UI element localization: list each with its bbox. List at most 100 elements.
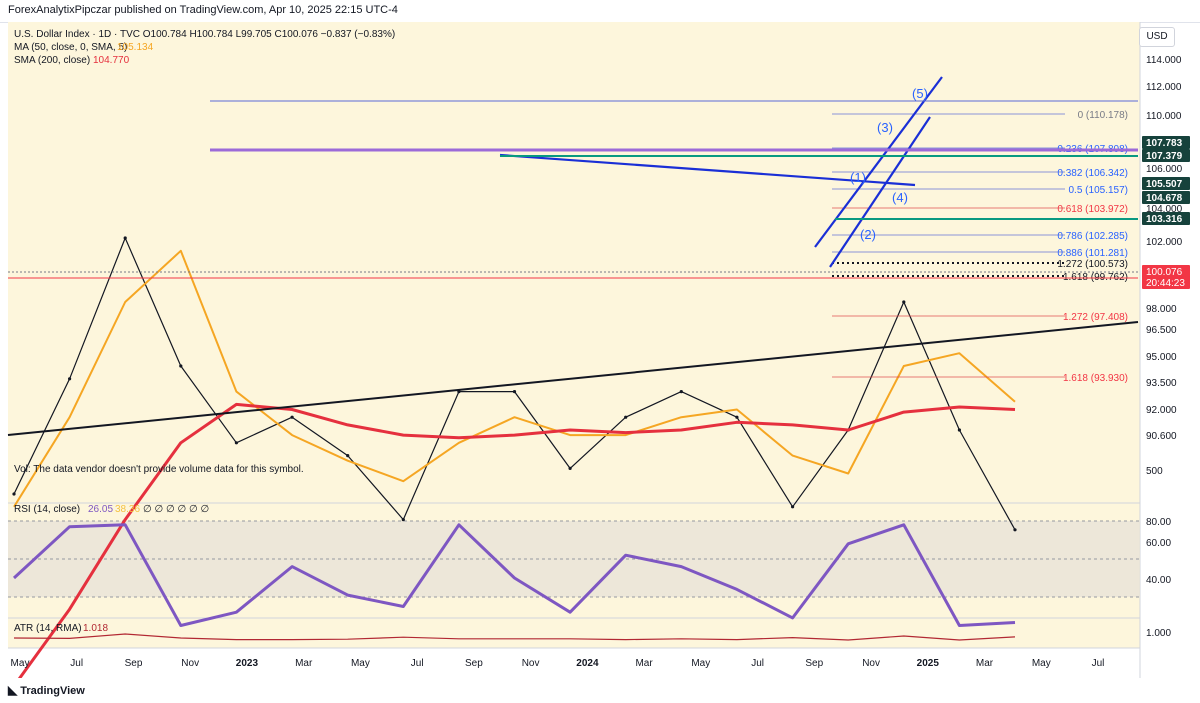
sma-legend-value: 104.770 [93, 55, 130, 66]
price-tag-bg [1142, 212, 1190, 225]
fib-level-label: 0.618 (103.972) [1057, 204, 1128, 215]
price-tag: 107.379 [1146, 151, 1183, 162]
channel-lower-line [829, 116, 931, 268]
fib-level-label: 1.618 (93.930) [1063, 373, 1128, 384]
price-point [568, 466, 572, 470]
time-axis-label: May [351, 658, 370, 669]
rsi-axis-tick: 60.00 [1146, 538, 1171, 549]
sma-legend: SMA (200, close) [14, 55, 90, 66]
fib-level-label: 1.272 (97.408) [1063, 312, 1128, 323]
price-axis-tick: 93.500 [1146, 378, 1177, 389]
price-tag-bg [1142, 149, 1190, 162]
atr-legend-value: 1.018 [83, 623, 108, 634]
publisher-bar: ForexAnalytixPipczar published on Tradin… [0, 0, 1200, 23]
price-axis-tick: 95.000 [1146, 352, 1177, 363]
footer: ◣ TradingView [0, 678, 1200, 703]
price-point [290, 415, 294, 419]
price-axis-tick: 114.000 [1146, 55, 1182, 66]
time-axis-label: Sep [465, 658, 483, 669]
time-axis-label: 2023 [236, 658, 259, 669]
price-point [512, 390, 517, 394]
chart-canvas[interactable]: 0 (110.178)0.236 (107.808)0.382 (106.342… [0, 22, 1200, 678]
rsi-axis-tick: 80.00 [1146, 517, 1171, 528]
time-axis-label: Sep [805, 658, 823, 669]
time-axis-label: 2024 [576, 658, 599, 669]
blue-trendline [499, 153, 916, 187]
long-term-trendline [7, 321, 1139, 436]
time-axis-label: Mar [976, 658, 994, 669]
price-axis-tick: 90.600 [1146, 431, 1177, 442]
footer-brand: TradingView [20, 685, 85, 697]
ma-legend: MA (50, close, 0, SMA, 5) [14, 42, 127, 53]
tag-marks: 107.783 107.379 105.507 104.678104.000103.3… [1142, 136, 1190, 289]
price-point [791, 505, 795, 509]
volume-axis-tick: 500 [1146, 466, 1163, 477]
currency-button[interactable]: USD [1139, 27, 1175, 47]
wave-label: (2) [860, 227, 876, 242]
volume-panel [8, 477, 1140, 503]
price-point [123, 236, 127, 240]
volume-note: Vol: The data vendor doesn't provide vol… [14, 464, 304, 475]
time-axis-label: Jul [411, 658, 424, 669]
price-point [234, 441, 238, 445]
price-axis-tick: 98.000 [1146, 304, 1177, 315]
time-axis-label: Sep [125, 658, 143, 669]
time-axis-label: Mar [635, 658, 653, 669]
price-tag: 20:44:23 [1146, 278, 1185, 289]
drawing-marks: (1) (2) (3) (4) (5) [7, 76, 1139, 436]
price-tag-bg [1142, 191, 1190, 204]
time-axis-label: May [691, 658, 710, 669]
rsi-ma-legend-value: 38.36 [115, 504, 140, 515]
fib-level-label: 0.786 (102.285) [1057, 231, 1128, 242]
price-point [12, 492, 16, 496]
rsi-legend-value: 26.05 [88, 504, 113, 515]
atr-marks [13, 633, 1016, 641]
price-tag: 104.678 [1146, 193, 1183, 204]
ma50-series-line [13, 249, 1016, 508]
price-point [401, 518, 405, 522]
rsi-extra-legend: ∅ ∅ ∅ ∅ ∅ ∅ [143, 504, 209, 515]
price-tag-bg [1142, 276, 1190, 289]
price-point [624, 415, 628, 419]
price-point [735, 415, 739, 419]
price-point [679, 390, 683, 394]
price-axis-tick: 112.000 [1146, 82, 1182, 93]
price-axis-tick: 92.000 [1146, 405, 1177, 416]
atr-line [13, 633, 1016, 641]
time-axis-label: Mar [295, 658, 313, 669]
rsi-line [12, 523, 1016, 627]
wave-label: (5) [912, 86, 928, 101]
publisher-line: ForexAnalytixPipczar published on Tradin… [8, 4, 398, 16]
price-point [179, 364, 183, 368]
symbol-legend: U.S. Dollar Index · 1D · TVC O100.784 H1… [14, 29, 395, 40]
fib-level-label: 0.886 (101.281) [1057, 248, 1128, 259]
price-tag-bg [1142, 265, 1190, 278]
wave-label: (1) [850, 170, 866, 185]
tradingview-logo[interactable]: ◣ TradingView [8, 683, 85, 697]
ma-legend-value: 105.134 [117, 42, 154, 53]
wave-label: (4) [892, 190, 908, 205]
price-tag-bg [1142, 177, 1190, 190]
price-marks [12, 236, 1017, 678]
time-axis-label: Jul [1092, 658, 1105, 669]
rsi-marks [12, 523, 1016, 627]
price-tag: 103.316 [1146, 214, 1183, 225]
time-axis-label: May [11, 658, 30, 669]
price-axis-tick: 102.000 [1146, 237, 1183, 248]
price-tag: 104.000 [1146, 204, 1183, 215]
price-tag: 105.507 [1146, 179, 1183, 190]
price-point [68, 377, 72, 381]
price-panel[interactable] [8, 22, 1140, 477]
fib-level-label: 0.382 (106.342) [1057, 168, 1128, 179]
time-axis-label: Jul [70, 658, 83, 669]
fib-level-label: 1.272 (100.573) [1057, 259, 1128, 270]
tradingview-logo-icon: ◣ [8, 683, 18, 697]
time-axis-label: Jul [751, 658, 764, 669]
price-tag: 100.076 [1146, 267, 1183, 278]
atr-legend: ATR (14, RMA) [14, 623, 82, 634]
price-point [957, 428, 962, 432]
time-axis-label: May [1032, 658, 1051, 669]
price-axis-tick: 110.000 [1146, 111, 1182, 122]
price-point [1013, 528, 1017, 532]
time-axis-label: Nov [181, 658, 199, 669]
